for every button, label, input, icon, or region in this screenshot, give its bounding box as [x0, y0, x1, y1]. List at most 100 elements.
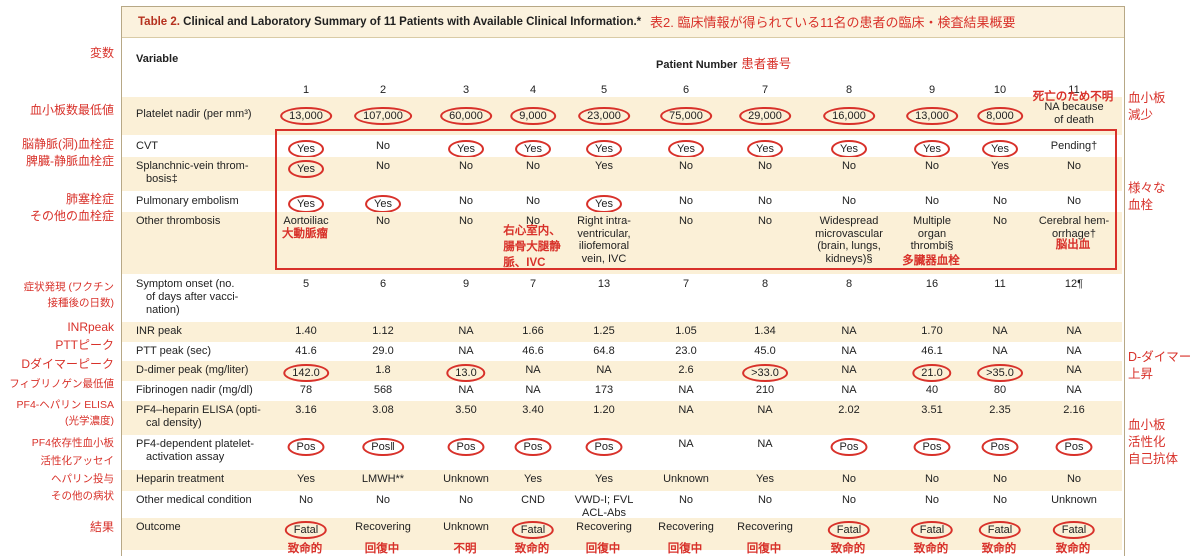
cell-line: 11	[994, 278, 1006, 290]
table-cell: Yes	[831, 140, 867, 158]
table-cell: 1.05	[675, 325, 696, 338]
table-cell: No	[758, 215, 772, 228]
table-cell: 7	[683, 278, 689, 291]
jp-line: 脳出血	[1055, 239, 1091, 251]
cell-line: NA	[525, 364, 541, 376]
circled-value: Yes	[747, 140, 783, 158]
jp-line: 致命的	[287, 543, 323, 555]
jp-outcome-1: 致命的	[288, 540, 323, 556]
cell-line: Yes	[524, 473, 542, 485]
table-cell: Fatal	[978, 521, 1022, 539]
jp-line: 脈、IVC	[503, 257, 546, 269]
jp-note-multiorgan: 多臓器血栓	[902, 252, 960, 268]
circled-value: 13,000	[906, 107, 958, 125]
left-label-fibrinogen: フィブリノゲン最低値	[9, 378, 114, 390]
table-cell: 12¶	[1065, 278, 1083, 291]
table-cell: No	[526, 195, 540, 208]
circled-value: 8,000	[977, 107, 1023, 125]
cell-line: 45.0	[754, 345, 776, 357]
cell-line: 29.0	[372, 345, 394, 357]
left-label-onset-2: 接種後の日数)	[47, 297, 115, 309]
cell-line: No	[1066, 473, 1082, 485]
table-cell: Cerebral hem-orrhage†	[1039, 215, 1109, 240]
table-cell: Yes	[595, 160, 613, 173]
cell-line: No	[1066, 195, 1082, 207]
table-cell: 78	[300, 384, 312, 397]
table-row-platelet-nadir: Platelet nadir (per mm³) 13,000 107,000 60,…	[122, 97, 1122, 135]
left-label-ptt: PTTピーク	[55, 338, 114, 352]
jp-note-aortoiliac: 大動脈瘤	[282, 225, 328, 241]
jp-outcome-6: 回復中	[668, 540, 703, 556]
table-cell: NA	[841, 364, 856, 377]
row-label: D-dimer peak (mg/liter)	[136, 364, 248, 377]
circled-value: Yes	[448, 140, 484, 158]
table-cell: Fatal	[827, 521, 871, 539]
table-cell: No	[1067, 195, 1081, 208]
table-cell: No	[758, 195, 772, 208]
table-cell: >33.0	[742, 364, 788, 382]
circled-value: 9,000	[510, 107, 556, 125]
cell-line: NA	[1066, 345, 1082, 357]
jp-note-right-ventricular: 右心室内、 腸骨大腿静 脈、IVC	[503, 222, 561, 270]
table-cell: Recovering	[737, 521, 793, 534]
jp-line: 腸骨大腿静	[503, 241, 561, 253]
table-cell: 568	[374, 384, 392, 397]
row-label-line: Pulmonary embolism	[136, 195, 239, 207]
table-cell: NA	[525, 384, 540, 397]
cell-line: No	[841, 160, 857, 172]
row-label-line: Outcome	[136, 521, 181, 533]
table-title-bar: Table 2. Clinical and Laboratory Summary…	[122, 7, 1124, 38]
row-label: Splanchnic-vein throm-bosis‡	[136, 160, 249, 186]
table-cell: Yes	[288, 160, 324, 178]
circled-value: Pos	[913, 438, 951, 456]
row-label-line: CVT	[136, 140, 158, 152]
cell-line: No	[458, 160, 474, 172]
table-row-outcome: Outcome Fatal Recovering Unknown Fatal Recove…	[122, 518, 1122, 550]
circled-value: Fatal	[511, 521, 555, 539]
cell-line: ventricular,	[577, 227, 631, 240]
table-cell: 13	[598, 278, 610, 291]
cell-line: 568	[373, 384, 393, 396]
table-cell: 45.0	[754, 345, 775, 358]
cell-line: 210	[755, 384, 775, 396]
cell-line: microvascular	[815, 227, 883, 240]
table-cell: 9,000	[510, 107, 556, 125]
circled-value: Yes	[668, 140, 704, 158]
table-cell: 21.0	[912, 364, 952, 382]
table-cell: Yes	[288, 195, 324, 213]
table-cell: Unknown	[443, 473, 489, 486]
cell-line: NA	[1066, 325, 1082, 337]
jp-line: 多臓器血栓	[902, 255, 960, 267]
patient-number: 2	[379, 84, 387, 96]
cell-line: NA	[841, 364, 857, 376]
table-cell: No	[376, 160, 390, 173]
table-cell: Fatal	[511, 521, 555, 539]
cell-line: Unknown	[663, 473, 709, 485]
row-label-line: Other medical condition	[136, 494, 252, 506]
circled-value: Yes	[288, 140, 324, 158]
table-cell: Fatal	[1052, 521, 1096, 539]
table-cell: No	[459, 160, 473, 173]
table-cell: 80	[994, 384, 1006, 397]
table-cell: No	[842, 195, 856, 208]
table-cell: NA	[458, 325, 473, 338]
circled-value: Pos	[981, 438, 1019, 456]
jp-line: 不明	[453, 543, 477, 555]
table-row-symptom-onset: Symptom onset (no. of days after vacci-na…	[122, 275, 1122, 321]
table-cell: 142.0	[283, 364, 329, 382]
table-cell: Yes	[365, 195, 401, 213]
patient-number: 9	[928, 84, 936, 96]
cell-line: NA	[992, 345, 1008, 357]
cell-line: No	[375, 140, 391, 152]
table-cell: Multiple organ thrombi§	[911, 215, 954, 253]
cell-line: NA	[525, 384, 541, 396]
table-cell: Yes	[595, 473, 613, 486]
cell-line: 78	[299, 384, 313, 396]
table-cell: Pos	[1055, 438, 1093, 456]
left-label-inr: INRpeak	[67, 320, 114, 334]
jp-outcome-4: 致命的	[515, 540, 550, 556]
table-cell: No	[679, 494, 693, 507]
table-cell: 11	[994, 278, 1005, 291]
cell-line: vein, IVC	[581, 252, 627, 265]
cell-line: 3.50	[455, 404, 477, 416]
